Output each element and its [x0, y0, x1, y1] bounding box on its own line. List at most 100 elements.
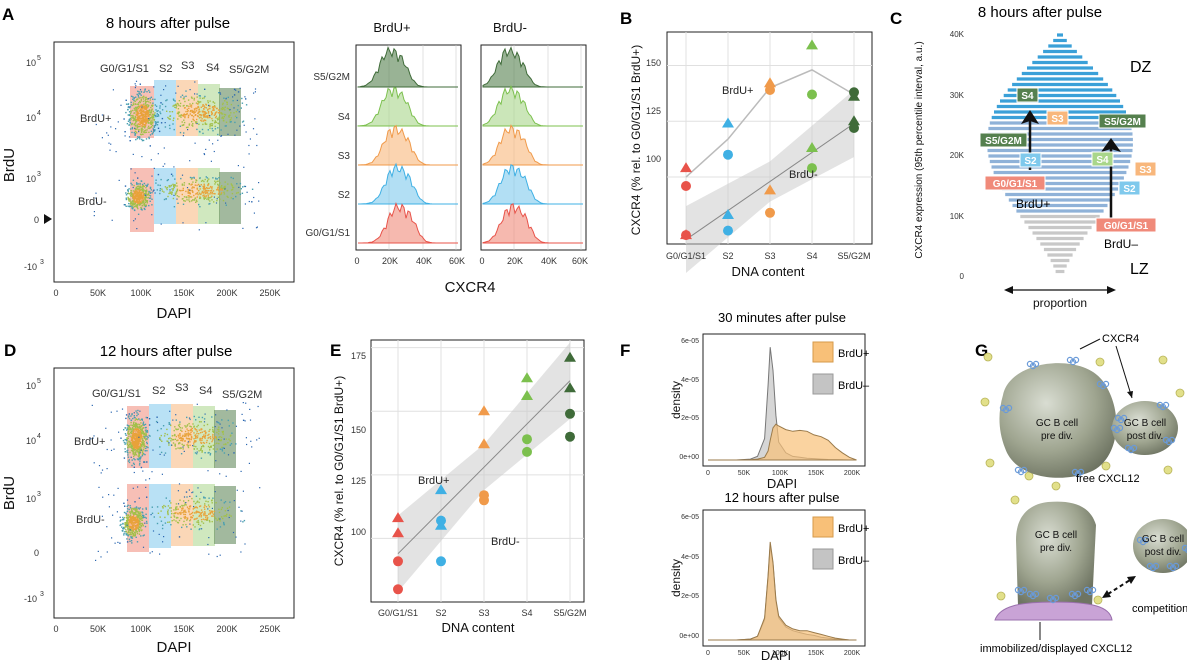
flow-dot	[133, 119, 135, 121]
flow-dot	[150, 109, 153, 111]
panel-d-gate-label-1: G0/G1/S1	[92, 388, 141, 400]
panel-d-gate-label-4: S4	[199, 385, 212, 397]
flow-dot	[131, 511, 133, 514]
flow-dot	[140, 189, 142, 191]
flow-dot	[138, 457, 140, 459]
flow-dot	[189, 520, 191, 522]
flow-dot	[180, 439, 183, 442]
flow-dot	[165, 85, 167, 87]
stage-tag-bg	[1019, 152, 1042, 168]
flow-dot	[213, 109, 215, 111]
flow-dot	[190, 516, 192, 518]
flow-dot	[137, 523, 140, 525]
flow-dot	[181, 184, 184, 186]
flow-dot	[214, 120, 216, 122]
flow-dot	[138, 199, 141, 201]
flow-dot	[203, 185, 206, 187]
flow-dot	[130, 419, 132, 421]
flow-dot	[225, 475, 227, 477]
flow-dot	[202, 513, 205, 515]
flow-dot	[183, 196, 186, 198]
flow-dot	[132, 440, 134, 442]
flow-dot	[249, 138, 251, 140]
flow-dot	[142, 133, 144, 136]
flow-dot	[175, 503, 178, 505]
flow-dot	[137, 431, 139, 433]
flow-dot	[136, 525, 138, 527]
flow-dot	[137, 486, 139, 488]
flow-dot	[222, 199, 225, 202]
flow-dot	[203, 183, 205, 185]
flow-dot	[230, 434, 232, 437]
flow-dot	[191, 497, 193, 500]
flow-dot	[196, 123, 198, 125]
flow-dot	[119, 520, 121, 522]
flow-dot	[207, 101, 209, 104]
flow-dot	[256, 144, 258, 147]
flow-dot	[129, 520, 131, 523]
flow-dot	[130, 522, 132, 524]
flow-dot	[208, 436, 210, 439]
flow-dot	[219, 436, 221, 438]
flow-dot	[139, 196, 141, 198]
flow-dot	[204, 119, 207, 122]
flow-dot	[188, 429, 190, 432]
flow-dot	[138, 464, 141, 466]
flow-dot	[106, 132, 108, 134]
flow-dot	[138, 119, 140, 121]
flow-dot	[147, 114, 149, 116]
flow-dot	[144, 107, 147, 109]
flow-dot	[198, 123, 200, 125]
flow-dot	[148, 127, 151, 130]
flow-dot	[225, 443, 227, 446]
flow-dot	[130, 523, 132, 525]
flow-dot	[139, 439, 141, 441]
flow-dot	[138, 425, 141, 428]
flow-dot	[135, 118, 137, 121]
flow-dot	[198, 95, 201, 97]
flow-dot	[140, 444, 143, 447]
flow-dot	[215, 502, 217, 504]
flow-dot	[146, 446, 148, 448]
flow-dot	[156, 416, 158, 418]
flow-dot	[177, 434, 179, 436]
panel-f-legend-1: BrdU+ BrdU–	[812, 341, 870, 395]
flow-dot	[196, 432, 198, 435]
flow-dot	[185, 426, 187, 428]
flow-dot	[204, 188, 206, 190]
flow-dot	[131, 529, 133, 532]
flow-dot	[127, 460, 130, 462]
flow-dot	[193, 112, 195, 114]
flow-dot	[163, 191, 165, 193]
flow-dot	[132, 116, 134, 118]
flow-dot	[196, 426, 198, 428]
flow-dot	[178, 196, 180, 198]
flow-dot	[225, 438, 227, 440]
flow-dot	[138, 201, 140, 203]
panel-c-zone-dz: DZ	[1130, 59, 1152, 76]
flow-dot	[183, 107, 186, 109]
flow-dot	[171, 520, 173, 522]
flow-dot	[141, 441, 143, 443]
flow-dot	[203, 436, 206, 438]
flow-dot	[145, 204, 148, 206]
flow-dot	[204, 435, 206, 438]
flow-dot	[219, 423, 221, 425]
flow-dot	[196, 108, 198, 110]
data-point-circle	[681, 181, 691, 191]
flow-dot	[135, 432, 137, 434]
flow-dot	[126, 522, 128, 524]
flow-dot	[180, 437, 183, 439]
flow-dot	[186, 424, 189, 426]
flow-dot	[192, 190, 194, 193]
cxcr4-receptor	[1089, 586, 1097, 594]
flow-dot	[176, 105, 178, 107]
flow-dot	[199, 438, 201, 440]
flow-dot	[183, 450, 185, 452]
flow-dot	[217, 122, 219, 124]
flow-dot	[227, 509, 229, 512]
flow-dot	[196, 196, 198, 198]
flow-dot	[221, 185, 223, 187]
flow-dot	[157, 110, 159, 112]
flow-dot	[170, 438, 173, 440]
